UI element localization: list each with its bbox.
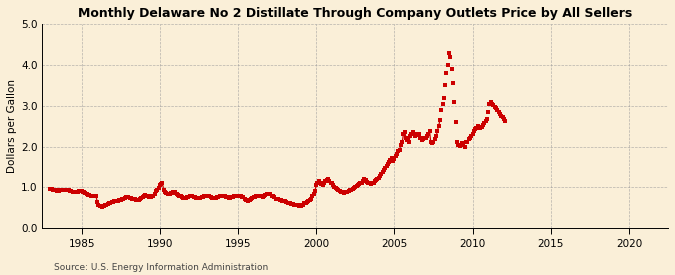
Point [485, 100, 496, 104]
Point [500, 119, 510, 123]
Point [489, 104, 500, 109]
Point [475, 126, 486, 130]
Point [479, 121, 489, 125]
Point [470, 127, 481, 132]
Point [498, 117, 509, 121]
Point [471, 126, 482, 130]
Point [437, 101, 448, 106]
Point [483, 110, 493, 114]
Point [468, 129, 479, 133]
Point [448, 81, 458, 86]
Point [464, 136, 475, 141]
Point [460, 144, 470, 149]
Point [474, 125, 485, 129]
Y-axis label: Dollars per Gallon: Dollars per Gallon [7, 79, 17, 173]
Point [440, 83, 451, 87]
Point [472, 124, 483, 128]
Point [441, 71, 452, 75]
Point [446, 67, 457, 71]
Point [458, 142, 469, 147]
Point [442, 63, 453, 67]
Point [436, 108, 447, 112]
Point [487, 101, 497, 106]
Point [463, 137, 474, 141]
Text: Source: U.S. Energy Information Administration: Source: U.S. Energy Information Administ… [54, 263, 268, 272]
Point [454, 144, 465, 148]
Point [495, 112, 506, 116]
Point [484, 101, 495, 106]
Title: Monthly Delaware No 2 Distillate Through Company Outlets Price by All Sellers: Monthly Delaware No 2 Distillate Through… [78, 7, 632, 20]
Point [495, 114, 506, 118]
Point [456, 142, 466, 147]
Point [449, 99, 460, 104]
Point [480, 119, 491, 123]
Point [477, 125, 487, 129]
Point [488, 103, 499, 107]
Point [493, 110, 504, 114]
Point [462, 139, 472, 144]
Point [453, 142, 464, 147]
Point [450, 120, 461, 124]
Point [467, 131, 478, 136]
Point [452, 140, 462, 145]
Point [492, 108, 503, 112]
Point [445, 54, 456, 59]
Point [497, 115, 508, 119]
Point [491, 106, 502, 110]
Point [460, 140, 471, 145]
Point [457, 141, 468, 145]
Point [439, 95, 450, 100]
Point [478, 123, 489, 128]
Point [443, 50, 454, 55]
Point [481, 117, 492, 121]
Point [466, 134, 477, 139]
